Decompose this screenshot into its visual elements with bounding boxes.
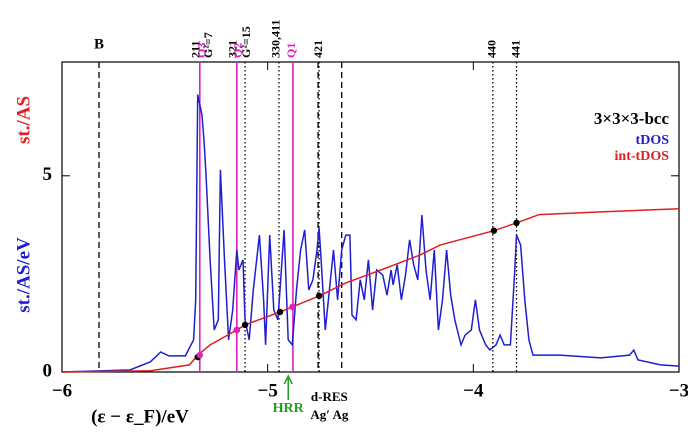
marker: [241, 321, 249, 329]
legend-title: 3×3×3-bcc: [594, 109, 670, 128]
y-axis-label-2: st./AS: [13, 96, 34, 144]
marker: [289, 303, 296, 311]
line-label: 421: [311, 40, 325, 58]
line-label: 211: [188, 41, 202, 58]
x-tick-label: −4: [463, 380, 484, 401]
series-line: [61, 94, 680, 373]
line-label: Q3: [195, 43, 209, 58]
annotation: Ag′ Ag: [310, 407, 348, 422]
x-tick-label: −6: [52, 380, 72, 401]
marker: [315, 292, 323, 300]
line-label: G²=15: [239, 26, 253, 58]
plot-frame: [61, 61, 680, 373]
legend-label: tDOS: [636, 133, 670, 148]
marker: [513, 219, 520, 227]
x-axis-label: (ε − ε_F)/eV: [91, 406, 189, 427]
y-tick-label: 5: [43, 164, 53, 185]
annotation: d-RES: [311, 389, 348, 404]
line-label: Q1: [284, 43, 298, 58]
line-label: G²=7: [201, 32, 215, 58]
marker: [196, 351, 203, 359]
line-label: 330,411: [269, 20, 283, 58]
y-tick-label: 0: [43, 360, 53, 381]
x-tick-label: −3: [669, 380, 688, 401]
x-tick-label: −5: [258, 380, 278, 401]
marker: [276, 308, 284, 316]
marker: [233, 326, 241, 334]
marker: [490, 227, 498, 234]
line-label: 440: [485, 40, 499, 58]
legend-label: int-tDOS: [615, 149, 670, 164]
line-label: 441: [508, 40, 522, 58]
arrow-head: [283, 374, 293, 385]
line-label: Q2: [231, 43, 245, 58]
line-label: 321: [225, 40, 239, 58]
annotation: HRR: [273, 401, 305, 416]
annotation: B: [94, 36, 104, 52]
y-axis-label: st./AS/eV: [13, 237, 34, 313]
